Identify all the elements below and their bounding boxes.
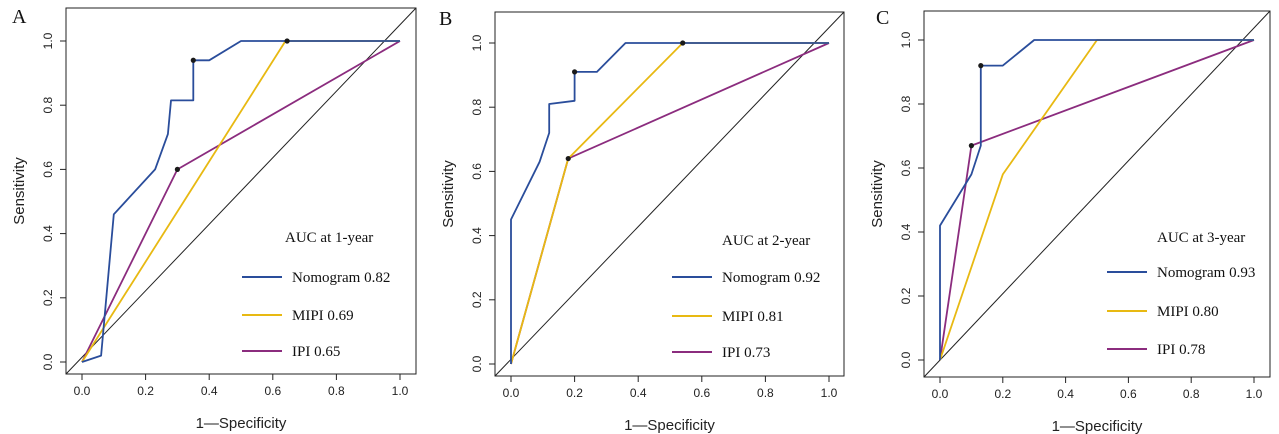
x-tick-label: 0.0 bbox=[932, 387, 949, 401]
y-tick-label: 0.6 bbox=[41, 161, 55, 178]
x-tick-label: 0.4 bbox=[201, 384, 218, 398]
y-tick-label: 0.4 bbox=[41, 225, 55, 242]
legend-label-nomogram: Nomogram 0.92 bbox=[722, 270, 820, 286]
y-axis-title: Sensitivity bbox=[869, 160, 886, 228]
roc-curve-nomogram bbox=[81, 40, 400, 363]
legend-title: AUC at 2-year bbox=[722, 233, 810, 249]
cutoff-point-nomogram bbox=[978, 63, 984, 69]
y-tick-label: 1.0 bbox=[41, 32, 55, 49]
cutoff-point-ipi bbox=[565, 155, 571, 162]
x-tick-label: 0.4 bbox=[630, 386, 647, 400]
x-tick-label: 0.0 bbox=[503, 386, 520, 400]
x-tick-label: 1.0 bbox=[821, 386, 838, 400]
legend-title: AUC at 3-year bbox=[1157, 230, 1245, 246]
x-tick-label: 0.2 bbox=[994, 387, 1011, 401]
roc-panel-c: C 0.0 0.2 0.4 0.6 0.8 1.0 0.0 0.2 0.4 0.6 0.8 1.0 1—S… bbox=[869, 7, 1271, 434]
plot-frame bbox=[494, 11, 845, 377]
x-tick-label: 0.2 bbox=[137, 384, 154, 398]
y-tick-label: 0.8 bbox=[899, 95, 913, 112]
legend-label-mipi: MIPI 0.69 bbox=[292, 308, 354, 324]
y-tick-label: 0.8 bbox=[470, 99, 484, 116]
y-tick-label: 0.0 bbox=[41, 353, 55, 370]
roc-panel-a: A 0.0 0.2 0.4 0.6 0.8 1.0 0.0 0.2 0.4 0.6 0.8 1.0 1—S… bbox=[11, 6, 417, 432]
x-tick-label: 0.2 bbox=[566, 386, 583, 400]
x-tick-label: 0.8 bbox=[757, 386, 774, 400]
legend-label-ipi: IPI 0.65 bbox=[292, 344, 340, 360]
y-tick-label: 1.0 bbox=[470, 34, 484, 51]
legend-label-mipi: MIPI 0.81 bbox=[722, 309, 784, 325]
legend-label-mipi: MIPI 0.80 bbox=[1157, 304, 1219, 320]
cutoff-point-nomogram bbox=[572, 69, 578, 75]
legend: AUC at 1-year Nomogram 0.82 MIPI 0.69 IPI 0… bbox=[242, 230, 390, 360]
x-tick-label: 0.6 bbox=[1120, 387, 1137, 401]
roc-curve-nomogram bbox=[510, 42, 829, 364]
x-tick-label: 1.0 bbox=[392, 384, 409, 398]
legend-label-nomogram: Nomogram 0.93 bbox=[1157, 265, 1255, 281]
cutoff-point-mipi bbox=[680, 40, 686, 46]
x-tick-label: 1.0 bbox=[1246, 387, 1263, 401]
x-axis-title: 1—Specificity bbox=[1052, 418, 1143, 434]
y-tick-label: 0.8 bbox=[41, 97, 55, 114]
x-tick-label: 0.4 bbox=[1057, 387, 1074, 401]
roc-panel-b: B 0.0 0.2 0.4 0.6 0.8 1.0 0.0 0.2 0.4 0.6 0.8 1.0 1—S… bbox=[439, 8, 845, 434]
y-tick-label: 0.6 bbox=[470, 163, 484, 180]
legend-label-ipi: IPI 0.73 bbox=[722, 345, 770, 361]
x-axis-title: 1—Specificity bbox=[624, 417, 715, 434]
plot-frame bbox=[65, 7, 417, 375]
cutoff-point-ipi bbox=[968, 143, 975, 149]
y-axis-title: Sensitivity bbox=[11, 157, 28, 225]
y-tick-label: 0.2 bbox=[899, 287, 913, 304]
panel-letter: A bbox=[12, 6, 27, 28]
legend-title: AUC at 1-year bbox=[285, 230, 373, 246]
y-tick-label: 0.4 bbox=[899, 223, 913, 240]
cutoff-point-mipi bbox=[284, 38, 290, 44]
cutoff-point-ipi bbox=[174, 166, 180, 172]
y-tick-label: 0.2 bbox=[41, 289, 55, 306]
y-tick-label: 1.0 bbox=[899, 31, 913, 48]
reference-diagonal bbox=[923, 10, 1271, 378]
reference-diagonal bbox=[494, 11, 845, 377]
y-tick-label: 0.6 bbox=[899, 159, 913, 176]
y-tick-label: 0.0 bbox=[470, 355, 484, 372]
x-tick-label: 0.8 bbox=[328, 384, 345, 398]
legend-label-ipi: IPI 0.78 bbox=[1157, 342, 1205, 358]
panel-letter: C bbox=[876, 7, 889, 29]
x-tick-label: 0.0 bbox=[74, 384, 91, 398]
x-tick-label: 0.6 bbox=[264, 384, 281, 398]
y-tick-label: 0.0 bbox=[899, 351, 913, 368]
legend: AUC at 3-year Nomogram 0.93 MIPI 0.80 IPI 0… bbox=[1107, 230, 1255, 358]
y-axis-title: Sensitivity bbox=[440, 160, 457, 228]
reference-diagonal bbox=[65, 7, 417, 375]
legend: AUC at 2-year Nomogram 0.92 MIPI 0.81 IPI 0… bbox=[672, 233, 820, 361]
cutoff-point-nomogram bbox=[190, 57, 196, 63]
x-axis-title: 1—Specificity bbox=[196, 415, 287, 432]
x-tick-label: 0.6 bbox=[693, 386, 710, 400]
x-tick-label: 0.8 bbox=[1183, 387, 1200, 401]
y-tick-label: 0.4 bbox=[470, 227, 484, 244]
y-tick-label: 0.2 bbox=[470, 291, 484, 308]
plot-frame bbox=[923, 10, 1271, 378]
panel-letter: B bbox=[439, 8, 452, 30]
legend-label-nomogram: Nomogram 0.82 bbox=[292, 270, 390, 286]
